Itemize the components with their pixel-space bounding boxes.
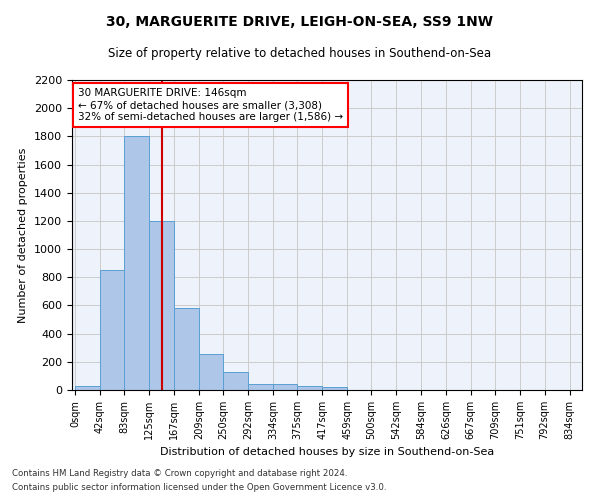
Bar — [199, 354, 223, 390]
Bar — [298, 386, 322, 390]
X-axis label: Distribution of detached houses by size in Southend-on-Sea: Distribution of detached houses by size … — [160, 448, 494, 458]
Bar — [248, 384, 273, 390]
Bar — [174, 308, 199, 390]
Y-axis label: Number of detached properties: Number of detached properties — [19, 148, 28, 322]
Bar — [322, 388, 347, 390]
Text: Contains HM Land Registry data © Crown copyright and database right 2024.: Contains HM Land Registry data © Crown c… — [12, 468, 347, 477]
Text: 30, MARGUERITE DRIVE, LEIGH-ON-SEA, SS9 1NW: 30, MARGUERITE DRIVE, LEIGH-ON-SEA, SS9 … — [107, 15, 493, 29]
Bar — [149, 221, 174, 390]
Bar — [273, 384, 298, 390]
Bar — [124, 136, 149, 390]
Text: 30 MARGUERITE DRIVE: 146sqm
← 67% of detached houses are smaller (3,308)
32% of : 30 MARGUERITE DRIVE: 146sqm ← 67% of det… — [78, 88, 343, 122]
Bar — [223, 372, 248, 390]
Text: Contains public sector information licensed under the Open Government Licence v3: Contains public sector information licen… — [12, 484, 386, 492]
Bar — [100, 270, 124, 390]
Text: Size of property relative to detached houses in Southend-on-Sea: Size of property relative to detached ho… — [109, 48, 491, 60]
Bar — [75, 386, 100, 390]
